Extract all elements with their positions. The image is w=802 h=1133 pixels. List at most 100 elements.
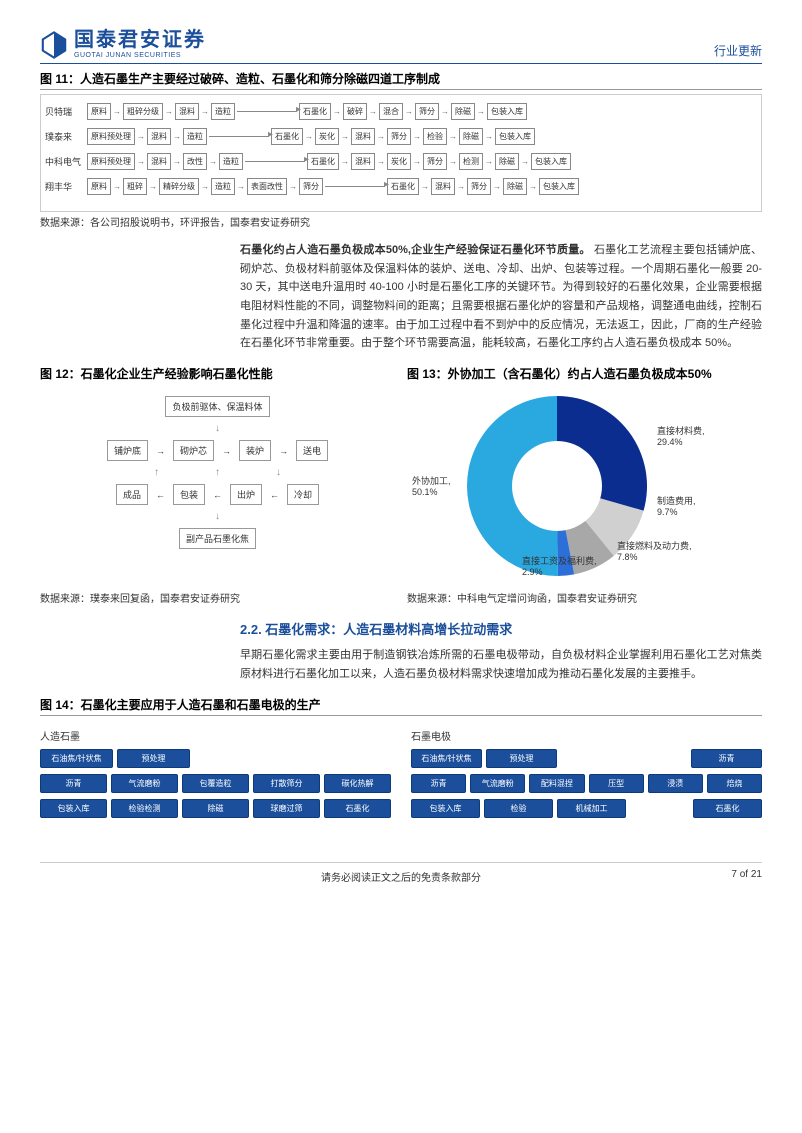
pie-slice-label: 直接燃料及动力费,7.8% [617,541,692,563]
fig12-step-box: 砌炉芯 [173,440,214,461]
fig14-step-box: 沥青 [691,749,762,768]
fig14-right-label: 石墨电极 [411,728,762,743]
category-label: 行业更新 [714,42,762,59]
fig12-source: 数据来源：璞泰来回复函，国泰君安证券研究 [40,590,395,605]
para1-lead: 石墨化约占人造石墨负极成本50%,企业生产经验保证石墨化环节质量。 [240,244,591,256]
flow-company-label: 翔丰华 [45,180,85,193]
fig14-step-box: 检验 [484,799,553,818]
flow-step-box: 改性 [183,153,207,170]
arrow-right-icon: → [449,132,457,141]
fig14-step-box: 浸渍 [648,774,703,793]
pie-slice-label: 外协加工,50.1% [412,476,451,498]
flow-step-box: 混料 [351,153,375,170]
fig14-step-box: 石油焦/针状焦 [40,749,113,768]
arrow-right-icon: → [457,182,465,191]
arrow-right-icon: → [237,182,245,191]
flow-step-box: 原料 [87,103,111,120]
arrow-right-icon: → [441,107,449,116]
flow-step-box: 检验 [423,128,447,145]
fig12-title: 图 12：石墨化企业生产经验影响石墨化性能 [40,365,395,382]
flow-step-box: 石墨化 [387,178,419,195]
fig12-top-box: 负极前驱体、保温料体 [165,396,269,417]
flow-step-box: 混料 [147,153,171,170]
fig11-title: 图 11：人造石墨生产主要经过破碎、造粒、石墨化和筛分除磁四道工序制成 [40,70,762,90]
flow-step-box: 混料 [431,178,455,195]
fig12-step-box: 出炉 [230,484,262,505]
fig12-step-box: 铺炉底 [107,440,148,461]
company-logo-icon [40,31,68,59]
arrow-long-icon [245,161,305,162]
fig14-step-box: 压型 [589,774,644,793]
fig11-flow-row: 翔丰华原料→粗碎→精碎分级→造粒→表面改性→筛分石墨化→混料→筛分→除磁→包装入… [45,178,757,195]
arrow-right-icon: → [405,107,413,116]
flow-step-box: 表面改性 [247,178,287,195]
arrow-right-icon: → [173,157,181,166]
page-number: 7 of 21 [731,869,762,880]
logo-block: 国泰君安证券 GUOTAI JUNAN SECURITIES [40,30,206,59]
flow-step-box: 混料 [147,128,171,145]
flow-step-box: 石墨化 [299,103,331,120]
flow-step-box: 石墨化 [271,128,303,145]
flow-step-box: 造粒 [183,128,207,145]
flow-step-box: 原料预处理 [87,128,135,145]
fig14-step-box: 除磁 [182,799,249,818]
logo-en-text: GUOTAI JUNAN SECURITIES [74,52,206,59]
arrow-right-icon: → [333,107,341,116]
para1-body: 石墨化工艺流程主要包括铺炉底、砌炉芯、负极材料前驱体及保温料体的装炉、送电、冷却… [240,244,762,349]
flow-step-box: 包装入库 [487,103,527,120]
flow-step-box: 混料 [351,128,375,145]
fig11-flow-row: 贝特瑞原料→粗碎分级→混料→造粒石墨化→破碎→混合→筛分→除磁→包装入库 [45,103,757,120]
flow-step-box: 包装入库 [539,178,579,195]
arrow-right-icon: → [369,107,377,116]
flow-step-box: 筛分 [299,178,323,195]
flow-step-box: 筛分 [423,153,447,170]
flow-step-box: 造粒 [211,178,235,195]
fig12-step-box: 装炉 [239,440,271,461]
fig11-source: 数据来源：各公司招股说明书，环评报告，国泰君安证券研究 [40,214,762,229]
flow-step-box: 除磁 [459,128,483,145]
section-2-2-heading: 2.2. 石墨化需求：人造石墨材料高增长拉动需求 [240,619,762,638]
arrow-left-icon: ← [156,490,165,500]
fig14-title: 图 14：石墨化主要应用于人造石墨和石墨电极的生产 [40,696,762,716]
flow-step-box: 破碎 [343,103,367,120]
arrow-right-icon: → [341,132,349,141]
fig14-step-box: 焙烧 [707,774,762,793]
flow-step-box: 炭化 [387,153,411,170]
arrow-long-icon [237,111,297,112]
fig14-left-label: 人造石墨 [40,728,391,743]
arrow-right-icon: → [485,132,493,141]
arrow-right-icon: → [156,446,165,456]
page-header: 国泰君安证券 GUOTAI JUNAN SECURITIES 行业更新 [40,30,762,64]
flow-step-box: 筛分 [387,128,411,145]
fig14-step-box: 预处理 [486,749,557,768]
flow-step-box: 粗碎 [123,178,147,195]
flow-company-label: 中科电气 [45,155,85,168]
arrow-right-icon: → [209,157,217,166]
arrow-right-icon: → [305,132,313,141]
arrow-right-icon: → [377,132,385,141]
flow-step-box: 除磁 [503,178,527,195]
fig14-diagram: 人造石墨 石油焦/针状焦预处理沥青气流磨粉包覆造粒打散筛分碳化热解包装入库检验检… [40,720,762,832]
fig14-step-box: 石墨化 [693,799,762,818]
fig11-flow-row: 璞泰来原料预处理→混料→造粒石墨化→炭化→混料→筛分→检验→除磁→包装入库 [45,128,757,145]
fig14-step-box: 沥青 [40,774,107,793]
flow-step-box: 原料预处理 [87,153,135,170]
arrow-right-icon: → [222,446,231,456]
logo-cn-text: 国泰君安证券 [74,30,206,50]
fig12-step-box: 成品 [116,484,148,505]
fig14-step-box: 包装入库 [40,799,107,818]
fig12-flowchart: 负极前驱体、保温料体 ↓ 铺炉底→砌炉芯→装炉→送电 ↑↑↓ 成品←包装←出炉←… [40,386,395,559]
arrow-right-icon: → [279,446,288,456]
flow-step-box: 包装入库 [495,128,535,145]
paragraph-1: 石墨化约占人造石墨负极成本50%,企业生产经验保证石墨化环节质量。 石墨化工艺流… [240,241,762,353]
fig14-step-box: 配料混捏 [529,774,584,793]
flow-step-box: 造粒 [211,103,235,120]
flow-step-box: 精碎分级 [159,178,199,195]
fig12-13-row: 图 12：石墨化企业生产经验影响石墨化性能 负极前驱体、保温料体 ↓ 铺炉底→砌… [40,365,762,586]
flow-step-box: 除磁 [451,103,475,120]
arrow-right-icon: → [173,132,181,141]
fig14-step-box: 气流磨粉 [111,774,178,793]
paragraph-2: 早期石墨化需求主要由用于制造钢铁冶炼所需的石墨电极带动，自负极材料企业掌握利用石… [240,646,762,683]
arrow-right-icon: → [377,157,385,166]
arrow-long-icon [209,136,269,137]
